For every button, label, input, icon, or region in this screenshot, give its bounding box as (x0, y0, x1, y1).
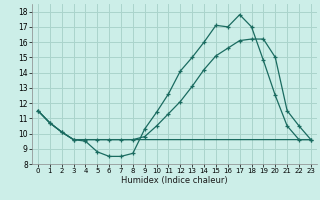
X-axis label: Humidex (Indice chaleur): Humidex (Indice chaleur) (121, 176, 228, 185)
